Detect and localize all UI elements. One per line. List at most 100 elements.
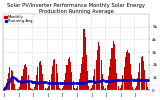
Bar	[30, 88, 31, 90]
Bar	[9, 68, 10, 90]
Bar	[19, 87, 20, 90]
Bar	[119, 89, 120, 90]
Bar	[77, 86, 78, 90]
Bar	[96, 60, 97, 90]
Bar	[74, 88, 75, 90]
Bar	[93, 76, 94, 90]
Bar	[103, 86, 104, 90]
Bar	[118, 86, 119, 90]
Bar	[116, 73, 117, 90]
Bar	[56, 64, 57, 90]
Bar	[8, 73, 9, 90]
Bar	[21, 76, 23, 90]
Bar	[80, 73, 81, 90]
Bar	[13, 78, 14, 90]
Bar	[136, 86, 137, 90]
Bar	[128, 53, 130, 90]
Bar	[142, 56, 143, 90]
Bar	[66, 65, 68, 90]
Bar	[127, 50, 128, 90]
Bar	[104, 89, 105, 90]
Bar	[57, 73, 58, 90]
Bar	[138, 72, 139, 90]
Bar	[46, 89, 47, 90]
Bar	[39, 62, 40, 90]
Bar	[42, 74, 43, 90]
Bar	[130, 64, 131, 90]
Bar	[28, 75, 29, 90]
Bar	[113, 41, 114, 90]
Bar	[4, 87, 5, 90]
Bar	[70, 62, 71, 90]
Bar	[137, 78, 138, 90]
Bar	[88, 86, 89, 90]
Bar	[90, 88, 91, 90]
Bar	[110, 58, 111, 90]
Bar	[69, 57, 70, 90]
Bar	[79, 79, 80, 90]
Bar	[91, 88, 92, 90]
Bar	[125, 57, 126, 90]
Bar	[20, 82, 21, 90]
Bar	[107, 85, 108, 90]
Bar	[12, 71, 13, 90]
Bar	[48, 86, 49, 90]
Bar	[63, 86, 64, 90]
Bar	[15, 88, 16, 90]
Bar	[17, 89, 18, 90]
Bar	[59, 88, 60, 90]
Title: Solar PV/Inverter Performance Monthly Solar Energy Production Running Average: Solar PV/Inverter Performance Monthly So…	[7, 3, 145, 14]
Bar	[82, 57, 83, 90]
Bar	[32, 89, 33, 90]
Bar	[100, 60, 102, 90]
Bar	[108, 76, 109, 90]
Bar	[23, 69, 24, 90]
Bar	[45, 88, 46, 90]
Bar	[24, 65, 25, 90]
Bar	[135, 88, 136, 90]
Bar	[124, 67, 125, 90]
Bar	[58, 82, 59, 90]
Bar	[11, 70, 12, 90]
Bar	[25, 64, 26, 90]
Bar	[94, 69, 96, 90]
Bar	[71, 72, 72, 90]
Bar	[146, 80, 147, 90]
Legend: Monthly, Running Avg: Monthly, Running Avg	[3, 14, 33, 24]
Bar	[141, 57, 142, 90]
Bar	[85, 37, 86, 90]
Bar	[105, 88, 106, 90]
Bar	[60, 89, 61, 90]
Bar	[64, 80, 65, 90]
Bar	[43, 82, 44, 90]
Bar	[35, 81, 36, 90]
Bar	[131, 75, 132, 90]
Bar	[29, 83, 30, 90]
Bar	[36, 75, 37, 90]
Bar	[76, 88, 77, 90]
Bar	[75, 89, 76, 90]
Bar	[68, 58, 69, 90]
Bar	[53, 60, 54, 90]
Bar	[41, 65, 42, 90]
Bar	[14, 84, 15, 90]
Bar	[121, 85, 122, 90]
Bar	[97, 50, 98, 90]
Bar	[54, 58, 55, 90]
Bar	[147, 87, 148, 90]
Bar	[7, 79, 8, 90]
Bar	[115, 58, 116, 90]
Bar	[102, 74, 103, 90]
Bar	[81, 64, 82, 90]
Bar	[120, 88, 121, 90]
Bar	[40, 61, 41, 90]
Bar	[47, 88, 48, 90]
Bar	[148, 89, 149, 90]
Bar	[34, 87, 35, 90]
Bar	[126, 52, 127, 90]
Bar	[144, 70, 145, 90]
Bar	[52, 66, 53, 90]
Bar	[132, 87, 133, 90]
Bar	[37, 68, 38, 90]
Bar	[87, 71, 88, 90]
